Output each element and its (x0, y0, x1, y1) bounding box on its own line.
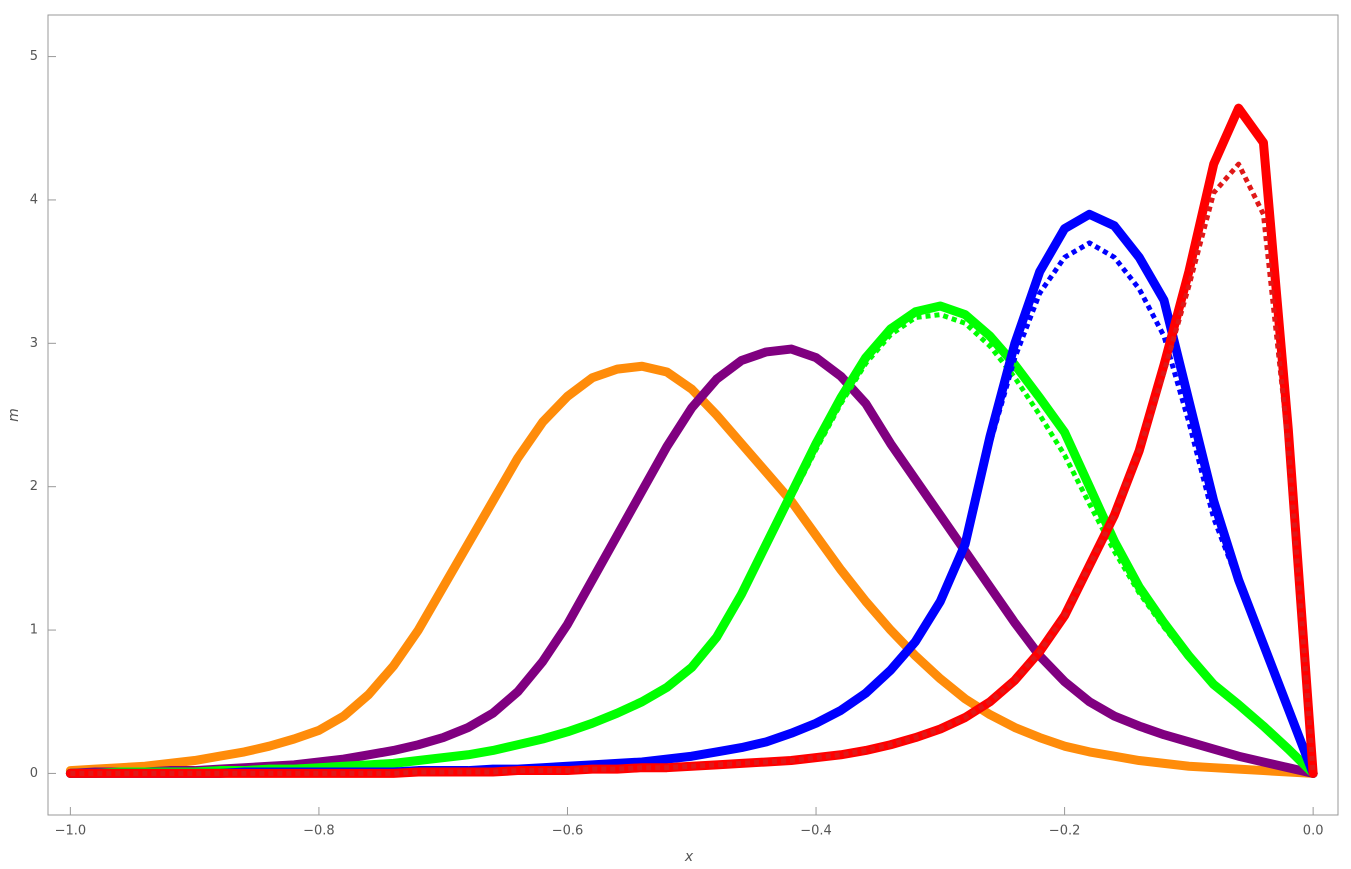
y-tick-label: 0 (30, 766, 38, 781)
series-line (70, 240, 1316, 776)
x-tick-label: −0.6 (552, 824, 584, 839)
series-line (70, 312, 1315, 776)
series-line (65, 361, 1318, 778)
x-tick-label: −1.0 (55, 824, 87, 839)
y-tick-label: 5 (30, 49, 38, 64)
plot-frame (47, 14, 1339, 816)
y-tick-label: 3 (30, 336, 38, 351)
series-line (65, 301, 1318, 778)
series-line (70, 161, 1316, 776)
x-tick-label: −0.4 (800, 824, 832, 839)
y-tick-label: 4 (30, 192, 38, 207)
y-tick-label: 2 (30, 479, 38, 494)
x-axis-label: x (684, 849, 694, 865)
y-axis-label: m (6, 408, 22, 422)
y-tick-label: 1 (30, 623, 38, 638)
x-tick-label: −0.2 (1049, 824, 1081, 839)
x-tick-label: −0.8 (303, 824, 335, 839)
series-line (65, 103, 1318, 778)
x-tick-label: 0.0 (1303, 824, 1324, 839)
